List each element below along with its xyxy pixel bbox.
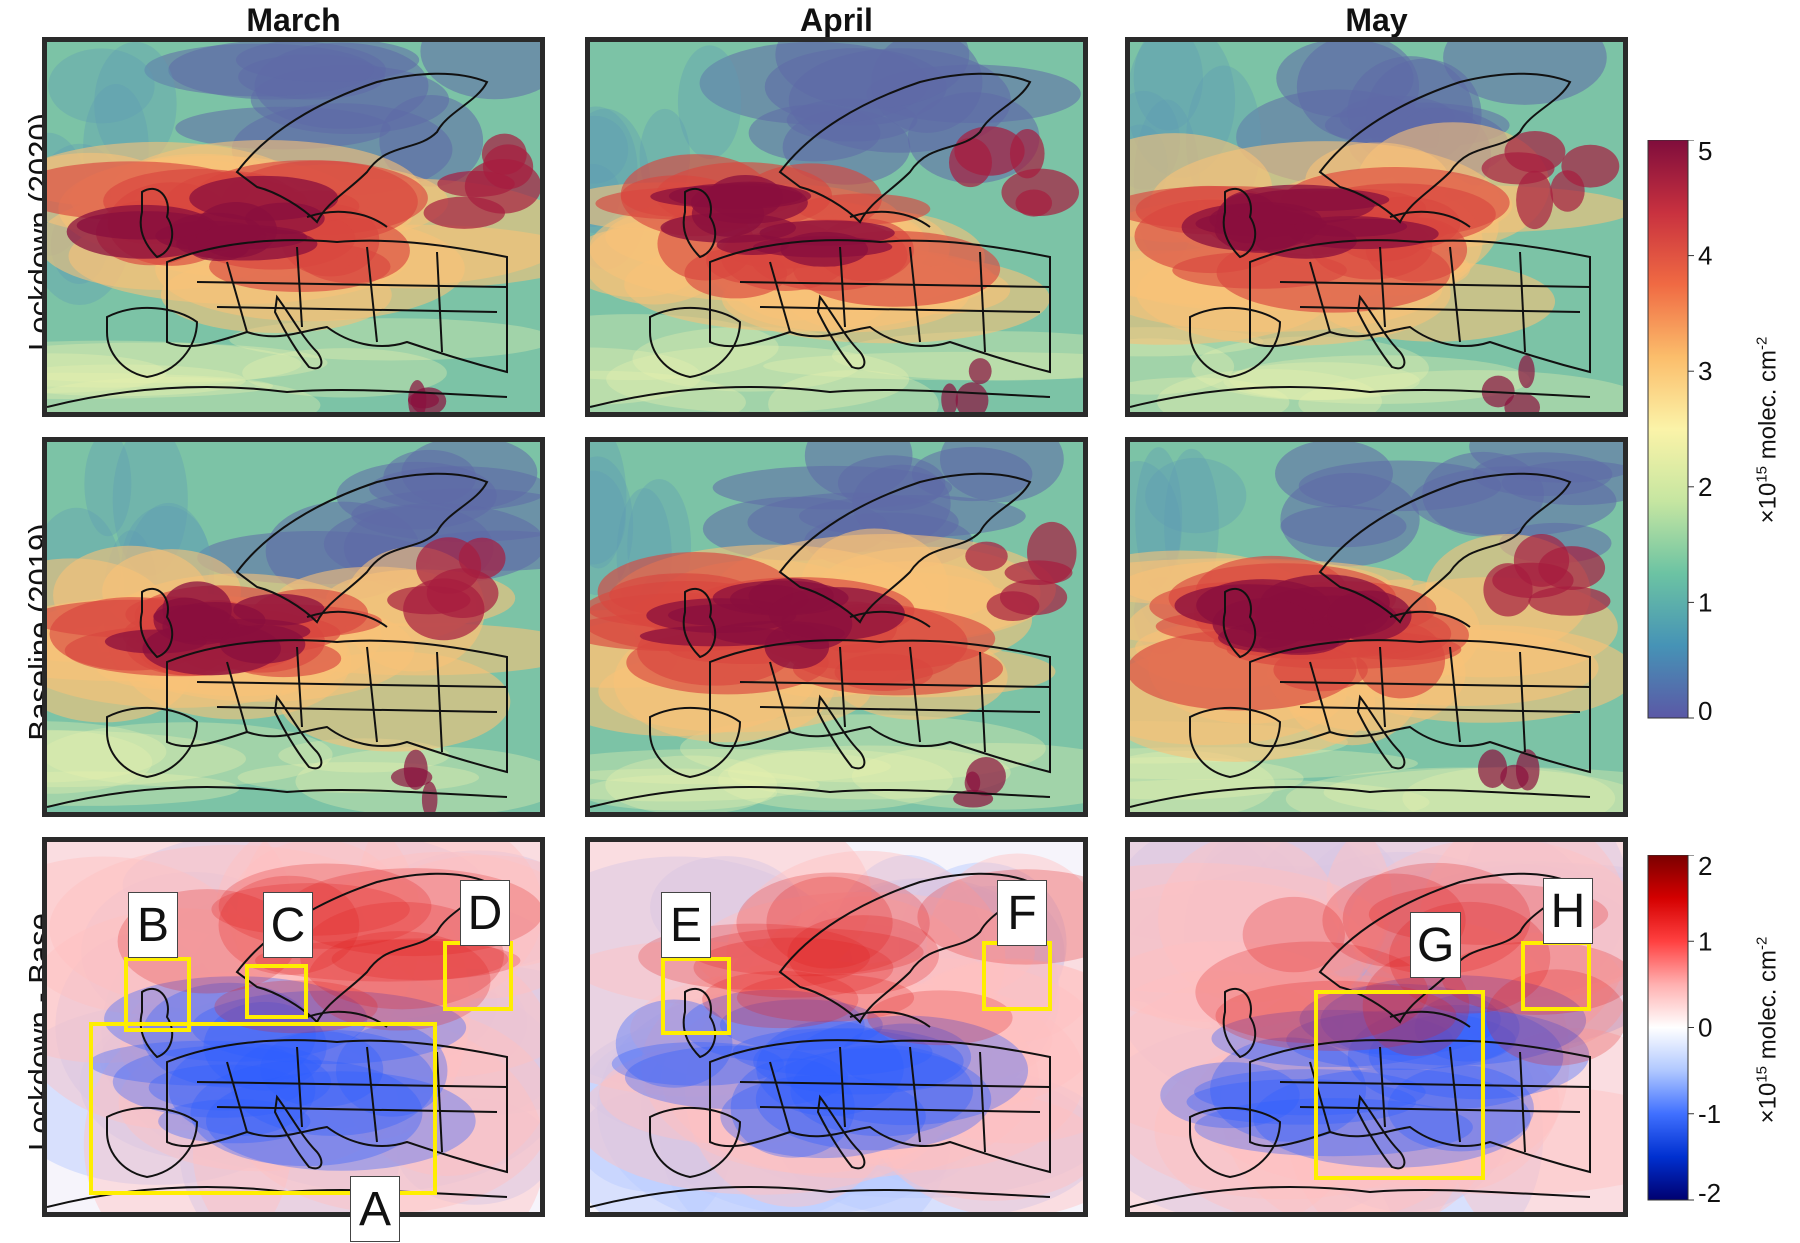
colorbar-unit-concentration: ×1015 molec. cm-2 [1753,336,1782,524]
colorbar-tick-label: 0 [1698,696,1712,720]
colorbar-tick-label: -1 [1698,1099,1721,1129]
colorbar-tick-label: 5 [1698,140,1712,166]
map-svg [590,442,1083,812]
map-svg [1130,42,1623,412]
map-baseline-march [42,437,545,817]
colorbar-unit-difference: ×1015 molec. cm-2 [1753,936,1782,1124]
region-box-b [124,957,191,1032]
box-label-h: H [1543,878,1593,944]
colorbar-concentration: 5 4 3 2 1 0 [1640,136,1780,726]
map-svg [590,42,1083,412]
region-box-d [443,941,513,1011]
box-label-a: A [350,1176,400,1242]
column-title-april: April [800,2,873,38]
map-svg [47,442,540,812]
colorbar-tick-label: 4 [1698,241,1712,271]
column-title-may: May [1345,2,1408,38]
region-box-h [1521,941,1591,1011]
region-box-g [1314,990,1485,1180]
colorbar-tick-label: 2 [1698,472,1712,502]
region-box-f [982,941,1052,1011]
colorbar-tick-label: 2 [1698,855,1712,881]
box-label-b: B [128,892,178,958]
colorbar-tick-label: 1 [1698,926,1712,956]
colorbar-difference: 2 1 0 -1 -2 [1640,851,1780,1210]
map-baseline-april [585,437,1088,817]
map-lockdown-may [1125,37,1628,417]
box-label-g: G [1410,912,1462,978]
map-lockdown-april [585,37,1088,417]
box-label-c: C [263,892,313,958]
colorbar-tick-label: -2 [1698,1178,1721,1205]
map-lockdown-march [42,37,545,417]
box-label-e: E [661,892,711,958]
colorbar-tick-label: 1 [1698,587,1712,617]
map-svg [1130,442,1623,812]
box-label-f: F [997,880,1047,946]
map-baseline-may [1125,437,1628,817]
colorbar-tick-label: 3 [1698,356,1712,386]
box-label-d: D [460,880,510,946]
colorbar-tick-label: 0 [1698,1013,1712,1043]
region-box-e [661,957,731,1035]
region-box-a [89,1022,437,1195]
region-box-c [245,964,308,1019]
map-svg [47,42,540,412]
column-title-march: March [246,2,341,38]
